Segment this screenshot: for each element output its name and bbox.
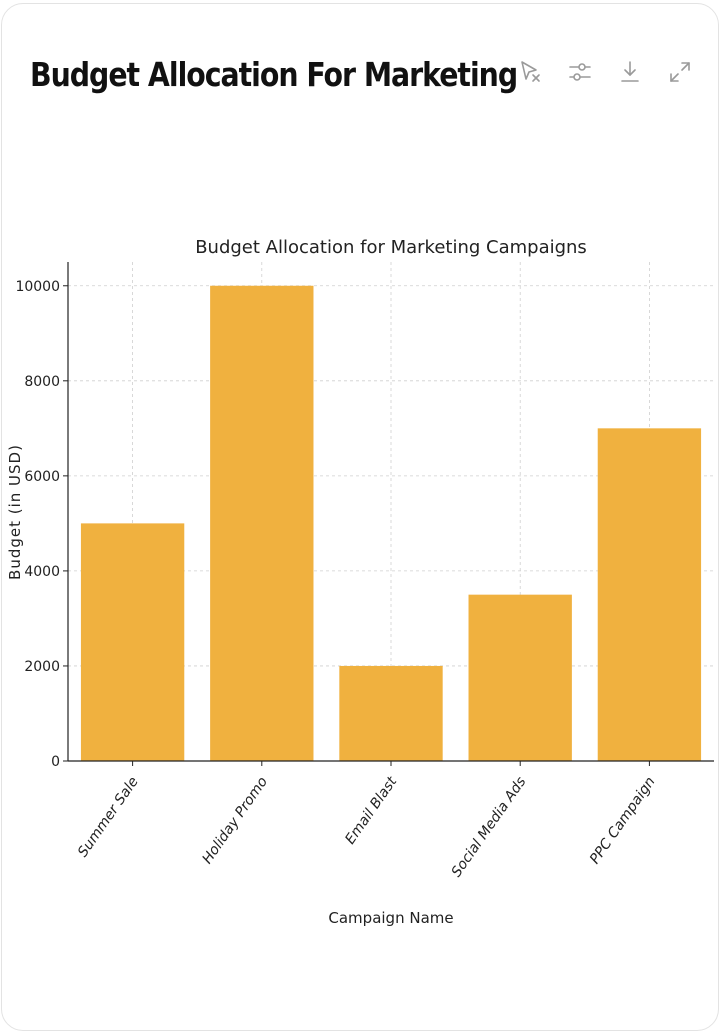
y-tick-label: 0	[51, 754, 60, 770]
x-tick-label: Summer Sale	[75, 774, 142, 860]
card-title: Budget Allocation For Marketing Camp...	[30, 54, 520, 94]
expand-icon[interactable]	[666, 54, 694, 90]
download-icon[interactable]	[616, 54, 644, 90]
x-axis-ticks: Summer Sale Holiday Promo Email Blast Socia…	[75, 761, 659, 880]
bars	[80, 285, 702, 761]
y-tick-label: 4000	[24, 564, 60, 580]
y-tick-label: 6000	[24, 469, 60, 485]
bar	[597, 428, 702, 761]
bar	[339, 665, 443, 761]
x-tick-label: PPC Campaign	[587, 774, 659, 867]
y-axis-title: Budget (in USD)	[6, 444, 24, 580]
sliders-icon[interactable]	[566, 54, 594, 90]
chart-title: Budget Allocation for Marketing Campaign…	[195, 237, 587, 258]
toolbar	[516, 54, 694, 90]
x-tick-label: Holiday Promo	[199, 774, 271, 867]
bar	[80, 523, 185, 761]
y-axis-ticks: 0 2000 4000 6000 8000 10000	[15, 279, 68, 770]
x-axis-title: Campaign Name	[328, 909, 453, 927]
x-tick-label: Email Blast	[342, 774, 400, 848]
card-header: Budget Allocation For Marketing Camp...	[30, 50, 694, 98]
x-tick-label: Social Media Ads	[449, 774, 530, 880]
y-tick-label: 8000	[24, 374, 60, 390]
bar	[210, 285, 314, 761]
interactive-cursor-icon[interactable]	[516, 54, 544, 90]
bar	[468, 594, 572, 761]
y-tick-label: 2000	[24, 659, 60, 675]
y-tick-label: 10000	[15, 279, 60, 295]
